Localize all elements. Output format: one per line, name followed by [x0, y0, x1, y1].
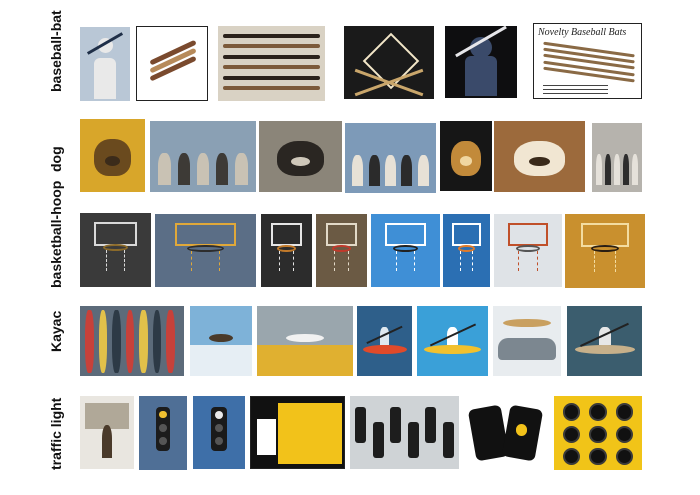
traffic-light-photo-4 — [250, 396, 345, 469]
basketball-hoop-photo-6 — [443, 214, 490, 287]
row-label: basketball-hoop — [48, 180, 64, 288]
dog-photo-3 — [259, 121, 342, 192]
basketball-hoop-photo-4 — [316, 214, 367, 287]
row-label: dog — [48, 146, 64, 172]
baseball-bat-photo-3 — [218, 26, 325, 101]
dog-photo-1 — [80, 119, 145, 192]
baseball-bat-photo-2 — [136, 26, 208, 101]
kayak-photo-5 — [417, 306, 488, 376]
dog-photo-6 — [494, 121, 585, 192]
traffic-light-photo-1 — [80, 396, 134, 469]
row-label: traffic light — [48, 397, 64, 470]
kayak-photo-4 — [357, 306, 412, 376]
thumb-caption: Novelty Baseball Bats — [538, 27, 627, 38]
baseball-bat-photo-5 — [445, 26, 517, 98]
baseball-bat-photo-4 — [344, 26, 434, 99]
traffic-light-photo-3 — [193, 396, 245, 469]
basketball-hoop-photo-8 — [565, 214, 645, 288]
dog-photo-2 — [150, 121, 256, 192]
row-label: baseball-bat — [48, 10, 64, 92]
basketball-hoop-photo-5 — [371, 214, 440, 287]
kayak-photo-3 — [257, 306, 353, 376]
basketball-hoop-photo-1 — [80, 213, 151, 287]
baseball-bat-photo-6: Novelty Baseball Bats — [533, 23, 642, 99]
dog-photo-4 — [345, 123, 436, 193]
traffic-light-photo-6 — [465, 396, 547, 470]
kayak-photo-1 — [80, 306, 184, 376]
kayak-photo-6 — [493, 306, 561, 376]
traffic-light-photo-2 — [139, 396, 187, 470]
dog-photo-5 — [440, 121, 492, 191]
row-label: Kayac — [48, 310, 64, 352]
basketball-hoop-photo-2 — [155, 214, 256, 287]
kayak-photo-2 — [190, 306, 252, 376]
traffic-light-photo-7 — [554, 396, 642, 470]
basketball-hoop-photo-7 — [494, 214, 562, 287]
dog-photo-7 — [592, 123, 642, 192]
baseball-bat-photo-1 — [80, 27, 130, 101]
traffic-light-photo-5 — [350, 396, 459, 469]
basketball-hoop-photo-3 — [261, 214, 312, 287]
kayak-photo-7 — [567, 306, 642, 376]
